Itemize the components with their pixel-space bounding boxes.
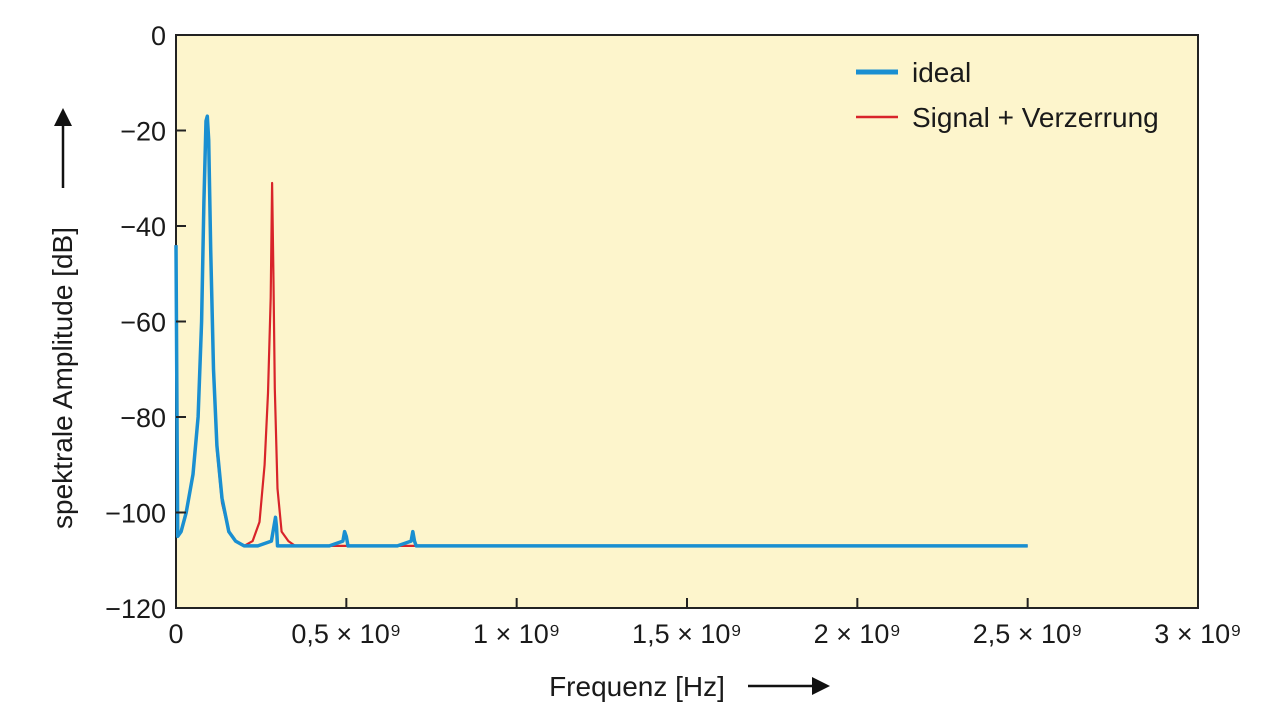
x-axis-label: Frequenz [Hz]	[549, 671, 725, 702]
y-tick-label: −20	[120, 117, 166, 147]
series-line-ideal	[174, 114, 1028, 548]
legend-label-signal-verzerrung: Signal + Verzerrung	[912, 102, 1159, 133]
y-tick-label: −60	[120, 308, 166, 338]
x-tick-label: 2,5 × 10⁹	[973, 619, 1083, 649]
legend: ideal Signal + Verzerrung	[856, 57, 1159, 133]
y-tick-label: −100	[105, 499, 166, 529]
y-tick-label: −120	[105, 594, 166, 624]
x-axis: 0 0,5 × 10⁹ 1 × 10⁹ 1,5 × 10⁹ 2 × 10⁹ 2,5 × 1…	[168, 598, 1242, 649]
legend-label-ideal: ideal	[912, 57, 971, 88]
plot-area	[175, 34, 1199, 609]
x-axis-arrow-icon	[748, 677, 830, 695]
y-tick-label: −40	[120, 212, 166, 242]
y-tick-label: 0	[151, 21, 166, 51]
y-axis: 0 −20 −40 −60 −80 −100 −120	[105, 21, 186, 624]
y-tick-label: −80	[120, 403, 166, 433]
x-tick-label: 0,5 × 10⁹	[291, 619, 401, 649]
x-tick-label: 1,5 × 10⁹	[632, 619, 742, 649]
x-tick-label: 3 × 10⁹	[1154, 619, 1241, 649]
x-tick-label: 0	[168, 619, 183, 649]
x-tick-label: 1 × 10⁹	[473, 619, 560, 649]
y-axis-arrow-icon	[54, 108, 72, 188]
y-axis-label: spektrale Amplitude [dB]	[47, 227, 78, 529]
series-layer	[174, 114, 1028, 548]
x-tick-label: 2 × 10⁹	[814, 619, 901, 649]
